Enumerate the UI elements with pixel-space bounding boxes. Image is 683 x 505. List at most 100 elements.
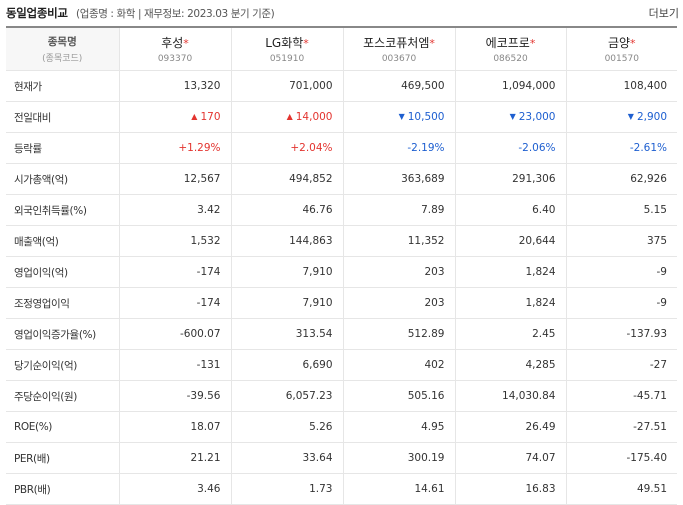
- star-icon: *: [183, 37, 189, 50]
- value-cell: 203: [342, 256, 455, 288]
- value-cell: 14,030.84: [454, 380, 566, 412]
- value-cell: 46.76: [230, 194, 343, 226]
- table-row: 매출액(억) 1,532 144,863 11,352 20,644 375: [6, 225, 677, 257]
- value-cell: 3.46: [118, 473, 231, 505]
- row-label: PER(배): [6, 442, 119, 474]
- value-cell: 20,644: [454, 225, 566, 257]
- value-cell: -600.07: [118, 318, 231, 350]
- row-label: 영업이익증가율(%): [6, 318, 119, 350]
- row-label: PBR(배): [6, 473, 119, 505]
- value-cell: -2.06%: [454, 132, 566, 164]
- table-row: PBR(배) 3.46 1.73 14.61 16.83 49.51: [6, 473, 677, 505]
- table-row: ROE(%) 18.07 5.26 4.95 26.49 -27.51: [6, 411, 677, 443]
- value-cell: 33.64: [230, 442, 343, 474]
- row-label: 영업이익(억): [6, 256, 119, 288]
- value-cell: -45.71: [565, 380, 677, 412]
- value-cell: 12,567: [118, 163, 231, 195]
- value-cell: 7,910: [230, 256, 343, 288]
- value-cell: 6,057.23: [230, 380, 343, 412]
- value-cell: -9: [565, 287, 677, 319]
- row-label: 등락률: [6, 132, 119, 164]
- table-row: 외국인취득률(%) 3.42 46.76 7.89 6.40 5.15: [6, 194, 677, 226]
- change-value: 170: [200, 111, 221, 123]
- triangle-down-icon: ▼: [627, 112, 634, 121]
- value-cell: 2.45: [454, 318, 566, 350]
- value-cell: 4.95: [342, 411, 455, 443]
- company-name[interactable]: 후성: [161, 36, 184, 50]
- value-cell: 402: [342, 349, 455, 381]
- value-cell: ▼ 2,900: [565, 101, 677, 133]
- value-cell: 512.89: [342, 318, 455, 350]
- value-cell: 5.15: [565, 194, 677, 226]
- value-cell: 1,532: [118, 225, 231, 257]
- company-header[interactable]: 에코프로* 086520: [454, 27, 566, 71]
- triangle-up-icon: ▲: [191, 112, 198, 121]
- company-code: 086520: [493, 54, 528, 64]
- company-name[interactable]: 에코프로: [485, 36, 530, 50]
- value-cell: 1,824: [454, 287, 566, 319]
- row-label: 시가총액(억): [6, 163, 119, 195]
- value-cell: 7,910: [230, 287, 343, 319]
- star-icon: *: [303, 37, 309, 50]
- value-cell: 300.19: [342, 442, 455, 474]
- company-code: 093370: [157, 54, 193, 64]
- value-cell: -131: [118, 349, 231, 381]
- value-cell: 21.21: [118, 442, 231, 474]
- change-value: 2,900: [636, 111, 667, 123]
- table-body: 현재가 13,320 701,000 469,500 1,094,000 108,400 전…: [6, 70, 677, 505]
- star-icon: *: [429, 37, 435, 50]
- change-value: 23,000: [518, 111, 556, 123]
- triangle-up-icon: ▲: [286, 112, 293, 121]
- section-header: 동일업종비교 (업종명 : 화학 | 재무정보: 2023.03 분기 기준) …: [0, 0, 683, 26]
- value-cell: 313.54: [230, 318, 343, 350]
- value-cell: 7.89: [342, 194, 455, 226]
- company-name[interactable]: 포스코퓨처엠: [363, 36, 430, 50]
- value-cell: 108,400: [565, 70, 677, 102]
- value-cell: -2.19%: [342, 132, 455, 164]
- star-icon: *: [529, 37, 536, 50]
- header-sublabel: (종목코드): [42, 54, 83, 64]
- value-cell: ▲ 170: [118, 101, 231, 133]
- change-value: 10,500: [407, 111, 445, 123]
- value-cell: 49.51: [565, 473, 677, 505]
- table-row: 현재가 13,320 701,000 469,500 1,094,000 108,400: [6, 70, 677, 102]
- header-label: 종목명: [47, 36, 77, 48]
- value-cell: 1.73: [230, 473, 343, 505]
- value-cell: 18.07: [118, 411, 231, 443]
- value-cell: 4,285: [454, 349, 566, 381]
- company-header[interactable]: LG화학* 051910: [230, 27, 343, 71]
- value-cell: 291,306: [454, 163, 566, 195]
- value-cell: 1,824: [454, 256, 566, 288]
- row-label: 현재가: [6, 70, 119, 102]
- table-row: 당기순이익(억) -131 6,690 402 4,285 -27: [6, 349, 677, 381]
- row-label: 외국인취득률(%): [6, 194, 119, 226]
- company-header[interactable]: 금양* 001570: [565, 27, 677, 71]
- value-cell: -39.56: [118, 380, 231, 412]
- table-row: PER(배) 21.21 33.64 300.19 74.07 -175.40: [6, 442, 677, 474]
- industry-info: (업종명 : 화학 | 재무정보: 2023.03 분기 기준): [76, 8, 275, 20]
- value-cell: -175.40: [565, 442, 677, 474]
- value-cell: 26.49: [454, 411, 566, 443]
- value-cell: ▼ 23,000: [454, 101, 566, 133]
- company-header[interactable]: 후성* 093370: [118, 27, 231, 71]
- value-cell: -174: [118, 256, 231, 288]
- company-name[interactable]: LG화학: [265, 36, 304, 50]
- value-cell: 203: [342, 287, 455, 319]
- more-link[interactable]: 더보기: [648, 7, 679, 20]
- row-label: 전일대비: [6, 101, 119, 133]
- company-code: 003670: [381, 54, 417, 64]
- row-label: 매출액(억): [6, 225, 119, 257]
- header-label-cell: 종목명 (종목코드): [6, 27, 119, 71]
- value-cell: +1.29%: [118, 132, 231, 164]
- table-row: 영업이익증가율(%) -600.07 313.54 512.89 2.45 -137.93: [6, 318, 677, 350]
- company-header[interactable]: 포스코퓨처엠* 003670: [342, 27, 455, 71]
- value-cell: 375: [565, 225, 677, 257]
- value-cell: 1,094,000: [454, 70, 566, 102]
- value-cell: 13,320: [118, 70, 231, 102]
- value-cell: 3.42: [118, 194, 231, 226]
- value-cell: -9: [565, 256, 677, 288]
- value-cell: 6.40: [454, 194, 566, 226]
- company-code: 051910: [269, 54, 305, 64]
- company-name[interactable]: 금양: [607, 36, 631, 50]
- table-row: 등락률 +1.29% +2.04% -2.19% -2.06% -2.61%: [6, 132, 677, 164]
